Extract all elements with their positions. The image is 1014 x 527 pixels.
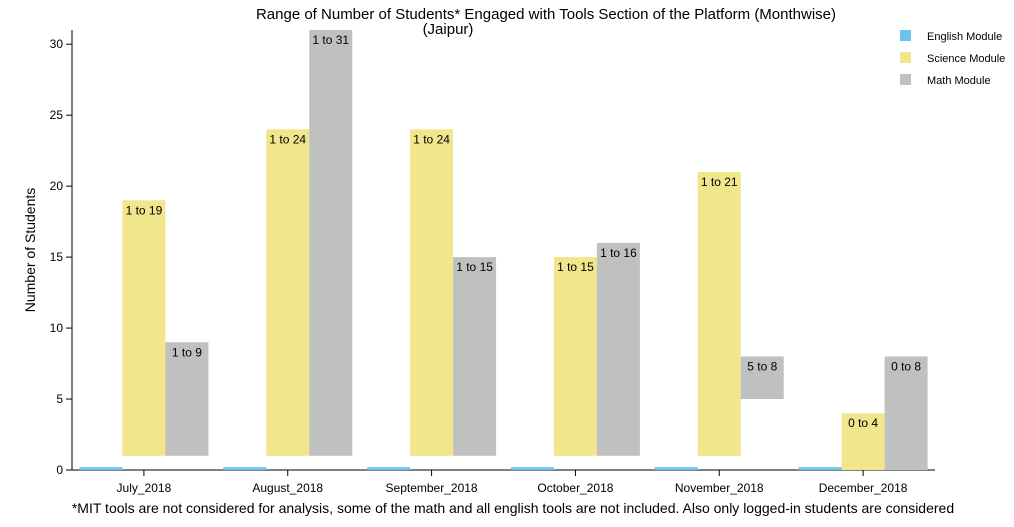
bar-science-module xyxy=(410,129,453,455)
legend: English Module Science Module Math Module xyxy=(900,30,1005,87)
y-tick-label: 20 xyxy=(50,179,64,193)
data-label: 1 to 15 xyxy=(557,260,594,274)
legend-swatch xyxy=(900,74,911,85)
data-label: 1 to 31 xyxy=(312,33,349,47)
bar-math-module xyxy=(165,342,208,456)
legend-label: Math Module xyxy=(927,75,991,87)
y-tick-label: 10 xyxy=(50,321,64,335)
footnote: *MIT tools are not considered for analys… xyxy=(72,500,954,516)
y-tick-label: 5 xyxy=(56,392,63,406)
data-label: 1 to 9 xyxy=(172,345,202,359)
x-tick-label: December_2018 xyxy=(819,481,908,495)
legend-swatch xyxy=(900,52,911,63)
bar-english-module xyxy=(655,467,698,470)
data-label: 5 to 8 xyxy=(747,359,777,373)
bar-english-module xyxy=(223,467,266,470)
bar-english-module xyxy=(367,467,410,470)
x-tick-label: August_2018 xyxy=(252,481,323,495)
data-label: 1 to 24 xyxy=(413,132,450,146)
data-label: 1 to 15 xyxy=(456,260,493,274)
data-label: 1 to 16 xyxy=(600,246,637,260)
bar-math-module xyxy=(309,30,352,456)
data-label: 0 to 4 xyxy=(848,416,878,430)
legend-swatch xyxy=(900,30,911,41)
x-tick-label: October_2018 xyxy=(537,481,613,495)
legend-label: Science Module xyxy=(927,53,1005,65)
data-label: 0 to 8 xyxy=(891,359,921,373)
legend-label: English Module xyxy=(927,31,1002,43)
x-tick-label: September_2018 xyxy=(386,481,478,495)
x-tick-label: July_2018 xyxy=(117,481,172,495)
bar-science-module xyxy=(698,172,741,456)
x-tick-label: November_2018 xyxy=(675,481,764,495)
y-tick-label: 25 xyxy=(50,108,64,122)
bar-math-module xyxy=(597,243,640,456)
bar-science-module xyxy=(266,129,309,455)
data-label: 1 to 24 xyxy=(269,132,306,146)
chart-subtitle: (Jaipur) xyxy=(423,21,474,38)
y-tick-label: 30 xyxy=(50,37,64,51)
bar-science-module xyxy=(554,257,597,456)
bars xyxy=(79,30,927,470)
y-tick-label: 15 xyxy=(50,250,64,264)
bar-english-module xyxy=(799,467,842,470)
bar-science-module xyxy=(122,200,165,455)
chart-title: Range of Number of Students* Engaged wit… xyxy=(256,6,836,23)
y-axis-label: Number of Students xyxy=(22,188,38,313)
bar-english-module xyxy=(511,467,554,470)
data-labels: 1 to 19 1 to 9 1 to 24 1 to 31 1 to 24 1 to 1… xyxy=(126,33,922,430)
y-tick-label: 0 xyxy=(56,463,63,477)
data-label: 1 to 21 xyxy=(701,175,738,189)
bar-math-module xyxy=(453,257,496,456)
bar-english-module xyxy=(79,467,122,470)
bar-math-module xyxy=(885,356,928,470)
data-label: 1 to 19 xyxy=(126,203,163,217)
